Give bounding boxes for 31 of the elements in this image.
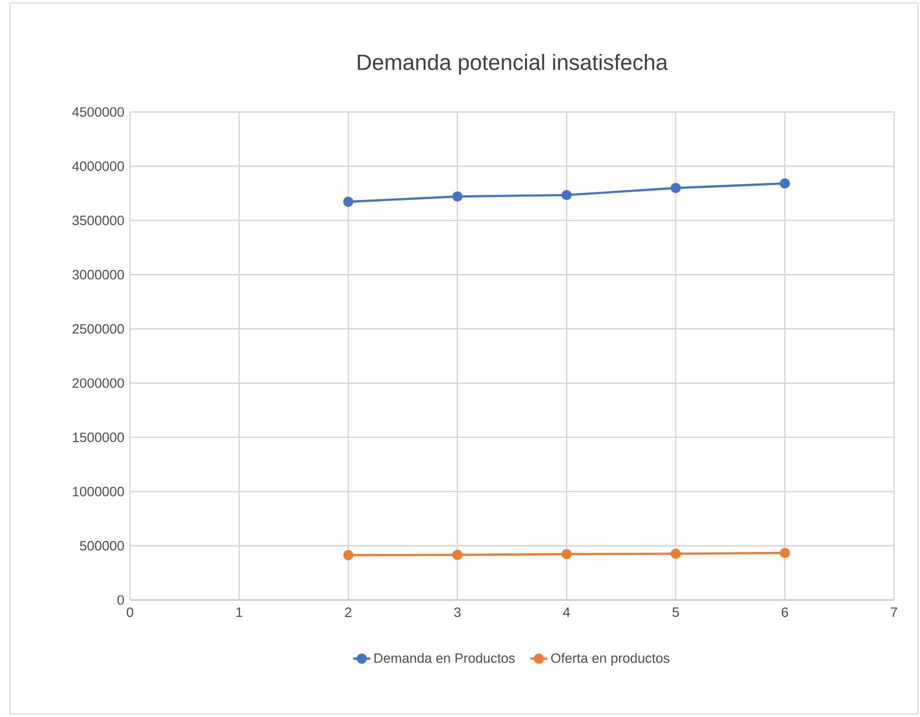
legend-label: Oferta en productos <box>551 653 670 666</box>
x-tick-label: 4 <box>563 608 570 617</box>
y-tick-label: 1000000 <box>72 486 124 496</box>
y-tick-label: 3500000 <box>72 216 124 226</box>
x-tick-label: 3 <box>454 608 461 618</box>
y-tick-label: 1500000 <box>72 432 124 442</box>
x-tick-label: 6 <box>782 608 788 618</box>
x-tick-label: 2 <box>345 608 352 617</box>
point <box>561 549 572 560</box>
y-tick-label: 0 <box>117 595 124 605</box>
point <box>452 550 463 560</box>
point <box>452 191 463 202</box>
legend-label: Demanda en Productos <box>374 653 515 663</box>
y-tick-label: 500000 <box>80 541 124 551</box>
point <box>561 190 572 200</box>
point <box>780 548 790 558</box>
point <box>670 548 681 559</box>
y-tick-label: 3000000 <box>72 270 124 280</box>
y-tick-label: 2500000 <box>72 324 124 334</box>
chart-title: Demanda potencial insatisfecha <box>358 54 668 74</box>
point <box>343 196 354 207</box>
point <box>343 550 354 560</box>
x-tick-label: 0 <box>126 608 134 618</box>
x-tick-label: 1 <box>236 608 242 617</box>
point <box>780 178 790 189</box>
y-tick-label: 4500000 <box>72 107 124 117</box>
x-tick-label: 7 <box>890 608 898 617</box>
x-tick-label: 5 <box>672 608 679 617</box>
point <box>670 182 681 194</box>
y-tick-label: 4000000 <box>72 161 124 171</box>
y-tick-label: 2000000 <box>72 378 124 388</box>
